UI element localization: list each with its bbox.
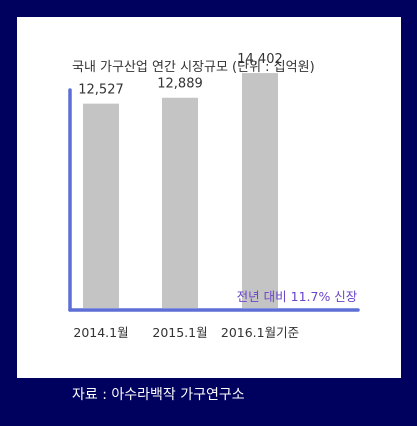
source-caption: 자료 : 아수라백작 가구연구소 [72,387,245,403]
x-tick-label-1: 2014.1월 [73,325,128,340]
x-tick-label-3: 2016.1월기준 [221,325,299,340]
data-label-2: 12,889 [157,77,203,92]
bar-3 [242,73,278,308]
bar-2 [162,97,198,308]
x-tick-label-2: 2015.1월 [152,325,207,340]
growth-annotation: 전년 대비 11.7% 신장 [237,289,358,304]
data-label-3: 14,402 [237,52,283,67]
bar-1 [83,103,119,308]
chart-title: 국내 가구산업 연간 시장규모 (단위 : 십억원) [72,60,315,75]
data-label-1: 12,527 [78,83,124,98]
chart-panel: 국내 가구산업 연간 시장규모 (단위 : 십억원) 12,527 2014.1월… [17,17,401,378]
bar-chart: 12,527 2014.1월 12,889 2015.1월 14,402 2016.1월기… [68,52,360,340]
